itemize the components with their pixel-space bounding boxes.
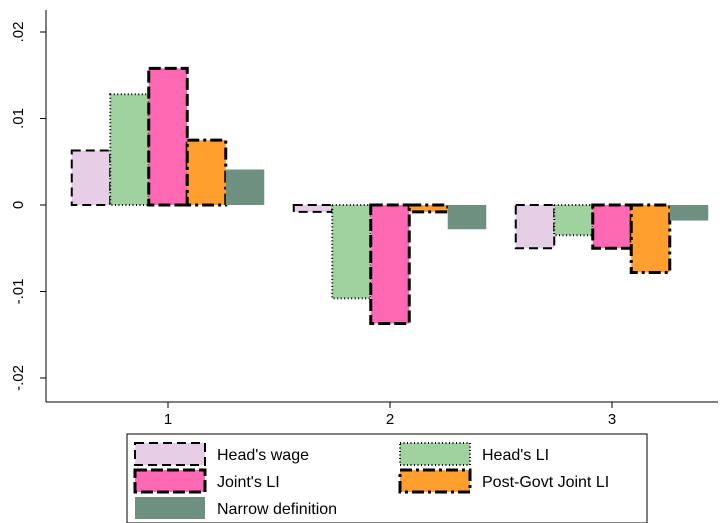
legend-swatch	[135, 497, 205, 519]
bar-post-govt-joint-li-3	[629, 203, 672, 274]
bar-head-s-li-3	[553, 204, 594, 237]
x-tick-label: 2	[386, 411, 394, 428]
y-tick-label: -.01	[10, 279, 27, 305]
bar-narrow-definition-1	[225, 169, 265, 205]
legend-swatch	[134, 442, 206, 466]
bar-head-s-li-2	[331, 204, 372, 300]
x-ticks: 1 2 3	[164, 402, 616, 428]
legend-swatch	[133, 468, 207, 494]
bar-narrow-definition-2	[447, 205, 487, 230]
legend-swatch	[399, 442, 471, 466]
legend-frame	[126, 433, 648, 523]
bar-head-s-wage-2	[292, 204, 334, 213]
bar-head-s-wage-1	[70, 149, 112, 206]
bars-layer	[70, 66, 709, 325]
legend-swatch	[398, 468, 472, 494]
bar-joint-s-li-2	[369, 203, 411, 325]
x-tick-label: 1	[164, 411, 172, 428]
y-ticks: .02 .01 0 -.01 -.02	[10, 22, 46, 391]
legend-label: Post-Govt Joint LI	[482, 474, 609, 491]
y-tick-label: .02	[10, 22, 27, 43]
x-tick-label: 3	[608, 411, 616, 428]
bar-head-s-li-1	[109, 93, 150, 206]
bar-narrow-definition-3	[669, 205, 709, 221]
legend-label: Joint's LI	[217, 474, 280, 491]
bar-post-govt-joint-li-1	[185, 138, 228, 207]
bar-joint-s-li-1	[147, 66, 189, 207]
legend-label: Head's wage	[217, 447, 309, 464]
bar-post-govt-joint-li-2	[407, 203, 450, 214]
legend-label: Narrow definition	[217, 501, 337, 518]
y-tick-label: 0	[10, 201, 27, 209]
y-tick-label: .01	[10, 108, 27, 129]
bar-head-s-wage-3	[514, 204, 556, 250]
legend-label: Head's LI	[482, 447, 549, 464]
legend: Head's wage Head's LI Joint's LI Post-Govt …	[126, 433, 648, 523]
bar-joint-s-li-3	[591, 203, 633, 250]
y-tick-label: -.02	[10, 365, 27, 391]
